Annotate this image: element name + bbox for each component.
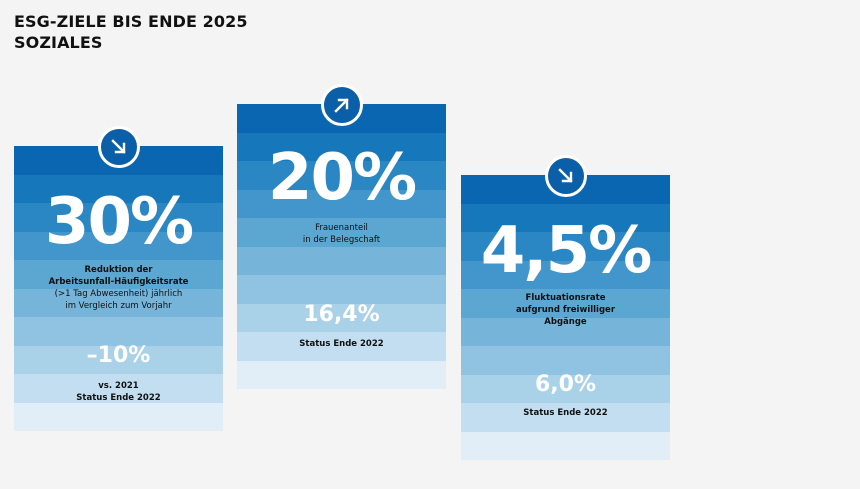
stripe-band <box>237 360 446 389</box>
status-label: vs. 2021 Status Ende 2022 <box>14 380 223 404</box>
stripe-band <box>237 332 446 361</box>
kpi-description: Frauenanteil in der Belegschaft <box>237 222 446 246</box>
stripe-band <box>14 402 223 431</box>
status-label: Status Ende 2022 <box>461 407 670 419</box>
stripe-background <box>237 104 446 389</box>
kpi-card-women-share: 20% Frauenanteil in der Belegschaft 16,4… <box>237 84 446 389</box>
stripe-band <box>237 132 446 161</box>
stripe-band <box>237 161 446 190</box>
stripe-band <box>14 174 223 203</box>
stripe-band <box>14 260 223 289</box>
status-line: vs. 2021 <box>98 381 139 391</box>
stripe-band <box>14 203 223 232</box>
stripe-band <box>237 218 446 247</box>
kpi-value: 20% <box>267 141 417 215</box>
stripe-band <box>461 403 670 432</box>
stripe-band <box>461 346 670 375</box>
stripe-band <box>14 374 223 403</box>
arrow-up-right-icon <box>320 84 363 126</box>
kpi-card-fluctuation-rate: 4,5% Fluktuationsrate aufgrund freiwilli… <box>461 155 670 460</box>
kpi-value: 4,5% <box>480 214 653 288</box>
stripe-band <box>237 303 446 332</box>
stripe-band <box>461 260 670 289</box>
status-label: Status Ende 2022 <box>237 338 446 350</box>
desc-line: (>1 Tag Abwesenheit) jährlich <box>54 289 183 299</box>
stripe-band <box>237 246 446 275</box>
stripe-band <box>461 289 670 318</box>
status-value: 6,0% <box>534 372 596 397</box>
stripe-band <box>237 189 446 218</box>
title-line-1: ESG-ZIELE BIS ENDE 2025 <box>14 12 248 31</box>
kpi-description: Reduktion der Arbeitsunfall-Häufigkeitsr… <box>14 264 223 312</box>
stripe-band <box>237 275 446 304</box>
stripe-band <box>461 317 670 346</box>
desc-line: im Vergleich zum Vorjahr <box>65 301 172 311</box>
arrow-down-right-icon <box>97 126 140 168</box>
status-line: Status Ende 2022 <box>523 408 608 418</box>
desc-line: Arbeitsunfall-Häufigkeitsrate <box>48 277 189 287</box>
desc-line: Reduktion der <box>84 265 153 275</box>
kpi-value: 30% <box>44 185 194 259</box>
stripe-band <box>461 431 670 460</box>
desc-line: in der Belegschaft <box>302 235 381 245</box>
kpi-description: Fluktuationsrate aufgrund freiwilliger A… <box>461 292 670 328</box>
desc-line: aufgrund freiwilliger <box>515 305 616 315</box>
stripe-band <box>461 232 670 261</box>
desc-line: Frauenanteil <box>315 223 368 233</box>
status-value: –10% <box>86 343 151 368</box>
status-line: Status Ende 2022 <box>76 393 161 403</box>
kpi-card-accident-rate: 30% Reduktion der Arbeitsunfall-Häufigke… <box>14 126 223 431</box>
status-line: Status Ende 2022 <box>299 339 384 349</box>
stripe-band <box>461 203 670 232</box>
desc-line: Abgänge <box>544 317 587 327</box>
stripe-background <box>14 146 223 431</box>
stripe-band <box>461 374 670 403</box>
title-line-2: SOZIALES <box>14 33 103 52</box>
desc-line: Fluktuationsrate <box>525 293 606 303</box>
stripe-band <box>14 288 223 317</box>
page-title: ESG-ZIELE BIS ENDE 2025 SOZIALES <box>14 11 248 53</box>
stripe-band <box>14 231 223 260</box>
arrow-down-right-icon <box>544 155 587 197</box>
status-value: 16,4% <box>303 302 380 327</box>
stripe-band <box>14 345 223 374</box>
stripe-band <box>14 317 223 346</box>
stripe-background <box>461 175 670 460</box>
